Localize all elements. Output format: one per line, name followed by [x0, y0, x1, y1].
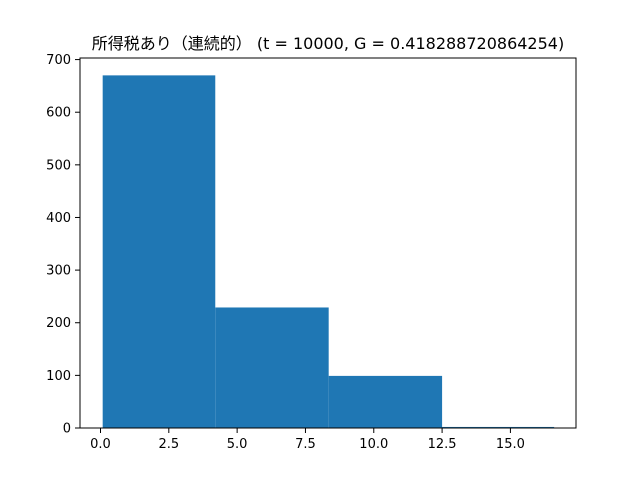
y-tick-label: 300 [46, 264, 71, 279]
x-tick-label: 7.5 [295, 437, 316, 452]
y-tick-label: 600 [46, 106, 71, 121]
histogram-bar-3 [328, 375, 443, 428]
x-axis-ticks: 0.0 2.5 5.0 7.5 10.0 12.5 15.0 [90, 428, 525, 452]
x-tick-label: 2.5 [158, 437, 179, 452]
histogram-bar-4 [442, 426, 555, 428]
x-tick-label: 12.5 [428, 437, 457, 452]
y-axis-ticks: 0 100 200 300 400 500 600 700 [46, 53, 80, 437]
y-tick-label: 500 [46, 158, 71, 173]
y-tick-label: 400 [46, 211, 71, 226]
histogram-bar-2 [215, 307, 329, 428]
y-tick-label: 700 [46, 53, 71, 68]
x-tick-label: 0.0 [90, 437, 111, 452]
x-tick-label: 15.0 [496, 437, 525, 452]
histogram-bar-1 [102, 75, 216, 429]
y-tick-label: 100 [46, 369, 71, 384]
plot-frame [79, 57, 577, 429]
y-tick-label: 0 [63, 422, 71, 437]
y-tick-label: 200 [46, 316, 71, 331]
x-tick-label: 5.0 [227, 437, 248, 452]
x-tick-label: 10.0 [359, 437, 388, 452]
chart-title: 所得税あり（連続的） (t = 10000, G = 0.41828872086… [92, 34, 564, 53]
bars-group [102, 75, 555, 429]
